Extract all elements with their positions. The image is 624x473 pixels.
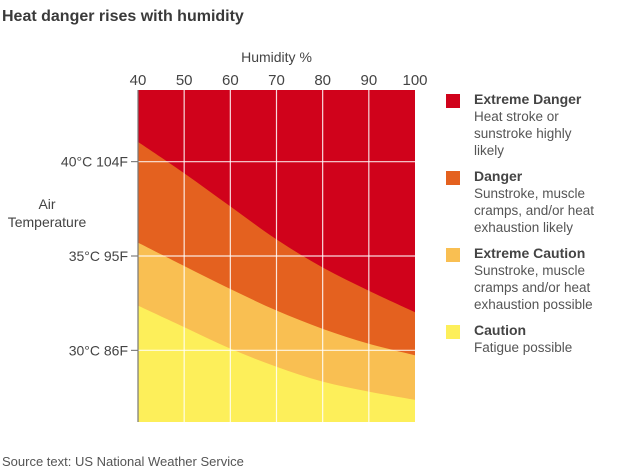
legend-item-extreme-danger: Extreme Danger Heat stroke or sunstroke … [446, 90, 624, 159]
legend-desc: Sunstroke, muscle [474, 263, 586, 278]
legend-desc: cramps, and/or heat [474, 203, 595, 218]
x-tick-label: 70 [268, 72, 285, 89]
x-tick-label: 90 [360, 72, 377, 89]
legend-title: Danger [474, 168, 523, 184]
source-note: Source text: US National Weather Service [2, 454, 244, 469]
chart-title: Heat danger rises with humidity [2, 8, 244, 25]
y-tick-label: 35°C 95F [69, 248, 128, 264]
legend: Extreme Danger Heat stroke or sunstroke … [446, 90, 624, 364]
y-tick-label: 30°C 86F [69, 342, 128, 358]
y-tick-label: 40°C 104F [61, 154, 128, 170]
legend-swatch [446, 325, 460, 339]
legend-item-extreme-caution: Extreme Caution Sunstroke, muscle cramps… [446, 244, 624, 313]
legend-desc: sunstroke highly [474, 126, 572, 141]
x-tick-label: 40 [130, 72, 147, 89]
legend-swatch [446, 171, 460, 185]
legend-desc: Heat stroke or [474, 109, 559, 124]
legend-title: Caution [474, 322, 527, 338]
legend-item-caution: Caution Fatigue possible [446, 321, 624, 356]
x-tick-label: 100 [402, 72, 427, 89]
legend-desc: Sunstroke, muscle [474, 186, 586, 201]
legend-desc: exhaustion likely [474, 220, 574, 235]
legend-desc: likely [474, 143, 505, 158]
legend-swatch [446, 94, 460, 108]
y-axis-label: Air [38, 196, 55, 212]
y-axis-label: Temperature [8, 214, 87, 230]
legend-title: Extreme Danger [474, 91, 582, 107]
x-tick-label: 50 [176, 72, 193, 89]
x-tick-label: 60 [222, 72, 239, 89]
x-tick-label: 80 [314, 72, 331, 89]
legend-desc: cramps and/or heat [474, 280, 591, 295]
legend-desc: exhaustion possible [474, 297, 593, 312]
legend-swatch [446, 248, 460, 262]
legend-item-danger: Danger Sunstroke, muscle cramps, and/or … [446, 167, 624, 236]
x-axis-label: Humidity % [241, 49, 312, 65]
legend-desc: Fatigue possible [474, 340, 573, 355]
legend-title: Extreme Caution [474, 245, 586, 261]
